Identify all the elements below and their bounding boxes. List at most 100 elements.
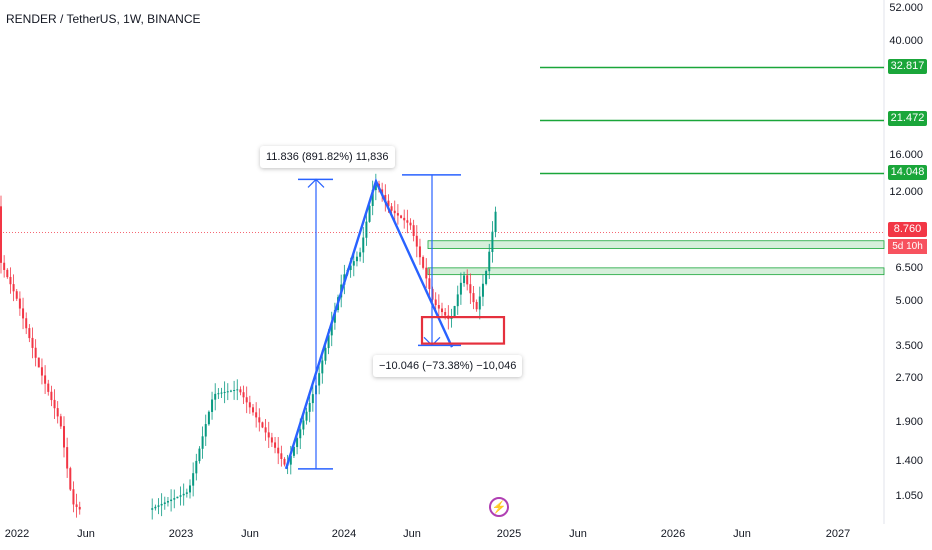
candle-body	[415, 235, 418, 247]
candle-body	[195, 460, 198, 474]
y-tick-label: 1.050	[895, 490, 923, 502]
candle-body	[422, 257, 425, 268]
candle-body	[299, 429, 302, 439]
candle-body	[217, 393, 220, 395]
candle-body	[166, 501, 169, 503]
candle-body	[296, 438, 299, 448]
measure-arrow	[307, 178, 325, 188]
chart-title: RENDER / TetherUS, 1W, BINANCE	[6, 12, 201, 26]
candle-body	[28, 328, 31, 339]
candle-body	[47, 383, 50, 392]
candle-body	[176, 496, 179, 499]
candle-body	[450, 317, 453, 319]
candle-body	[368, 205, 371, 222]
y-tick-label: 6.500	[895, 262, 923, 274]
candle-body	[207, 411, 210, 425]
measure-arrow	[423, 336, 441, 347]
candle-body	[78, 506, 81, 510]
x-tick-label: 2023	[168, 528, 194, 540]
candle-body	[441, 308, 443, 313]
y-tick-label: 40.000	[889, 35, 923, 47]
candle-body	[311, 394, 314, 404]
candle-body	[34, 347, 37, 358]
candle-body	[418, 246, 421, 258]
measure-label-down: −10.046 (−73.38%) −10,046	[373, 355, 523, 377]
candle-body	[252, 407, 254, 413]
candle-body	[182, 493, 185, 496]
candle-body	[198, 448, 201, 462]
candle-body	[485, 270, 488, 284]
candle-body	[163, 502, 166, 504]
candle-body	[239, 389, 242, 393]
bar-countdown: 5d 10h	[888, 239, 927, 254]
candle-body	[18, 298, 21, 309]
candle-body	[170, 499, 173, 502]
y-tick-label: 5.000	[895, 295, 923, 307]
candle-body	[157, 505, 160, 507]
candle-body	[406, 220, 409, 223]
candle-body	[352, 261, 355, 266]
candle-body	[255, 412, 258, 418]
candle-body	[390, 206, 393, 211]
candle-body	[302, 420, 305, 430]
y-tick-label: 1.900	[895, 416, 923, 428]
measure-label-up: 11.836 (891.82%) 11,836	[260, 146, 395, 168]
candle-body	[6, 269, 9, 278]
candle-body	[362, 237, 365, 253]
x-tick-label: Jun	[403, 528, 421, 540]
candle-body	[261, 422, 264, 428]
candle-body	[9, 276, 12, 285]
candle-body	[488, 251, 491, 272]
candle-body	[160, 503, 163, 506]
candle-body	[236, 389, 239, 391]
candle-body	[270, 437, 273, 443]
candle-body	[393, 210, 396, 214]
candle-body	[0, 206, 2, 263]
candle-body	[233, 390, 236, 392]
candle-body	[214, 393, 217, 400]
x-tick-label: Jun	[241, 528, 259, 540]
support-zone	[427, 240, 885, 250]
last-price-label: 8.760	[888, 222, 927, 237]
candle-body	[355, 256, 358, 262]
x-tick-label: 2025	[496, 528, 522, 540]
support-zone	[427, 267, 885, 276]
y-tick-label: 16.000	[889, 149, 923, 161]
candle-body	[189, 485, 191, 493]
candle-body	[409, 222, 412, 226]
candle-body	[283, 458, 286, 465]
x-tick-label: 2024	[331, 528, 357, 540]
candle-body	[305, 411, 308, 421]
candle-body	[324, 347, 327, 361]
candle-body	[384, 195, 387, 201]
candle-body	[472, 293, 475, 303]
candle-body	[412, 225, 415, 236]
candle-body	[50, 391, 53, 401]
candle-body	[330, 322, 333, 336]
candle-body	[66, 447, 69, 469]
lightning-icon[interactable]: ⚡	[489, 497, 509, 517]
candle-body	[15, 291, 18, 299]
x-tick-label: Jun	[569, 528, 587, 540]
candle-body	[204, 424, 207, 437]
swing-line	[284, 177, 454, 470]
candle-body	[469, 284, 472, 294]
x-tick-label: 2027	[825, 528, 851, 540]
candle-body	[192, 473, 195, 486]
candle-body	[44, 375, 47, 384]
candle-body	[466, 275, 469, 285]
candle-body	[425, 267, 428, 279]
candle-body	[280, 453, 283, 459]
candle-body	[491, 231, 494, 253]
candle-body	[151, 508, 154, 510]
candle-body	[403, 217, 406, 221]
candle-body	[292, 446, 295, 456]
candle-body	[245, 397, 248, 403]
demand-box	[420, 315, 506, 345]
candle-body	[53, 399, 56, 409]
candle-body	[242, 392, 245, 398]
candle-body	[56, 408, 59, 417]
candle-body	[396, 213, 399, 216]
candle-body	[264, 427, 267, 433]
